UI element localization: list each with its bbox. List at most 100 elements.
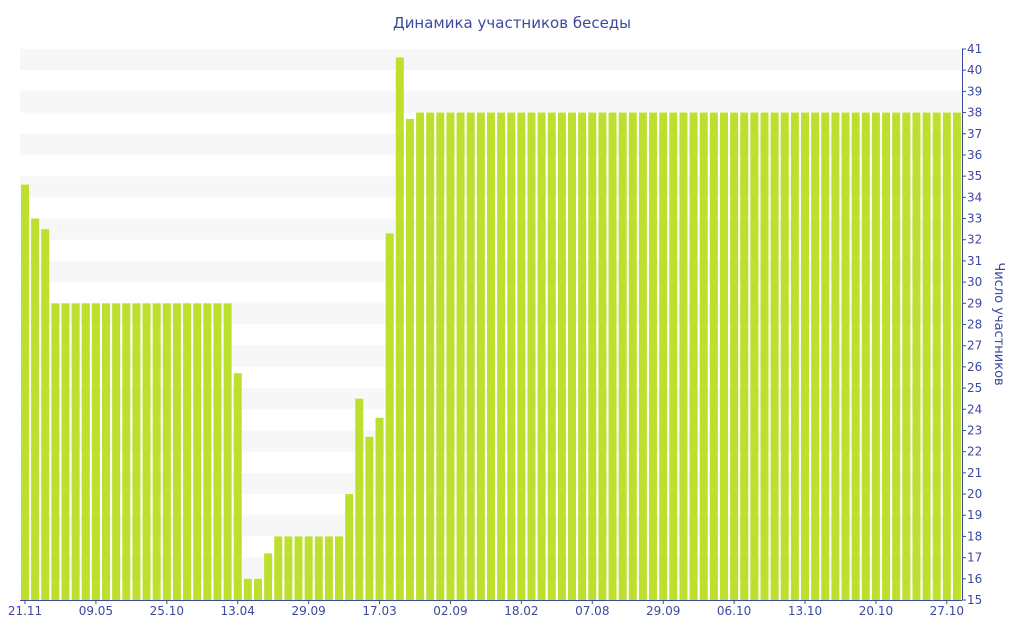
x-tick-label: 09.05: [79, 604, 113, 618]
y-ticks: 15 16 17 18 19 20 21 22 23 24 25 26 27 28 29 30 31 32 33 34…: [962, 42, 982, 607]
y-tick-label: 41: [967, 42, 982, 56]
bar: [152, 303, 161, 600]
bar: [618, 112, 627, 601]
y-tick-label: 21: [967, 466, 982, 480]
bar: [932, 112, 941, 601]
y-tick-label: 19: [967, 508, 982, 522]
y-tick-label: 24: [967, 402, 982, 416]
y-tick-label: 17: [967, 551, 982, 565]
bar: [801, 112, 810, 601]
bar: [203, 303, 212, 600]
bar: [709, 112, 718, 601]
x-tick-label: 07.08: [575, 604, 609, 618]
bar: [669, 112, 678, 601]
bar: [365, 436, 374, 600]
bar: [243, 578, 252, 600]
bar: [882, 112, 891, 601]
y-tick-label: 33: [967, 212, 982, 226]
x-tick-label: 17.03: [362, 604, 396, 618]
bar: [517, 112, 526, 601]
bar: [122, 303, 131, 600]
bar: [436, 112, 445, 601]
bar: [21, 184, 29, 600]
y-tick-label: 25: [967, 381, 982, 395]
y-tick-label: 28: [967, 318, 982, 332]
bar: [41, 229, 50, 600]
bar: [31, 218, 40, 601]
bar: [466, 112, 475, 601]
bar: [861, 112, 870, 601]
bar: [446, 112, 455, 601]
bar: [51, 303, 60, 600]
bar: [871, 112, 880, 601]
x-tick-label: 25.10: [150, 604, 184, 618]
bar: [355, 398, 364, 600]
bar: [507, 112, 516, 601]
bar: [719, 112, 728, 601]
chart-title: Динамика участников беседы: [393, 14, 631, 32]
bar: [142, 303, 151, 600]
bar: [780, 112, 789, 601]
bar: [102, 303, 111, 600]
bar: [335, 536, 344, 600]
bar: [314, 536, 323, 600]
bar: [912, 112, 921, 601]
bar: [497, 112, 506, 601]
bar: [193, 303, 202, 600]
x-tick-label: 13.10: [788, 604, 822, 618]
bar: [183, 303, 192, 600]
bar: [324, 536, 333, 600]
bar: [253, 578, 262, 600]
bar: [740, 112, 749, 601]
bar: [598, 112, 607, 601]
bar: [922, 112, 931, 601]
bar: [537, 112, 546, 601]
bar: [304, 536, 313, 600]
y-tick-label: 16: [967, 572, 982, 586]
bar: [416, 112, 425, 601]
bar: [608, 112, 617, 601]
y-tick-label: 35: [967, 169, 982, 183]
bar: [952, 112, 961, 601]
y-tick-label: 22: [967, 445, 982, 459]
y-tick-label: 26: [967, 360, 982, 374]
bar: [821, 112, 830, 601]
y-axis-label: Число участников: [991, 262, 1006, 385]
bar: [172, 303, 181, 600]
bar: [456, 112, 465, 601]
y-tick-label: 37: [967, 127, 982, 141]
bars: [21, 57, 961, 601]
bar: [578, 112, 587, 601]
x-tick-label: 06.10: [717, 604, 751, 618]
bar: [294, 536, 303, 600]
y-tick-label: 36: [967, 148, 982, 162]
bar: [770, 112, 779, 601]
x-tick-label: 02.09: [433, 604, 467, 618]
bar: [264, 553, 273, 600]
bar: [345, 494, 354, 600]
bar: [91, 303, 100, 600]
bar: [213, 303, 222, 600]
bar: [426, 112, 435, 601]
grid-band: [20, 91, 962, 113]
y-tick-label: 32: [967, 233, 982, 247]
bar: [557, 112, 566, 601]
bar: [527, 112, 536, 601]
bar: [568, 112, 577, 601]
bar: [811, 112, 820, 601]
bar: [902, 112, 911, 601]
y-tick-label: 31: [967, 254, 982, 268]
bar: [689, 112, 698, 601]
grid-band: [20, 49, 962, 71]
bar: [385, 233, 394, 600]
bar: [790, 112, 799, 601]
x-tick-label: 13.04: [221, 604, 255, 618]
bar: [132, 303, 141, 600]
bar: [659, 112, 668, 601]
bar: [942, 112, 951, 601]
bar: [486, 112, 495, 601]
x-tick-label: 27.10: [930, 604, 964, 618]
bar: [395, 57, 404, 600]
y-tick-label: 29: [967, 296, 982, 310]
bar: [750, 112, 759, 601]
